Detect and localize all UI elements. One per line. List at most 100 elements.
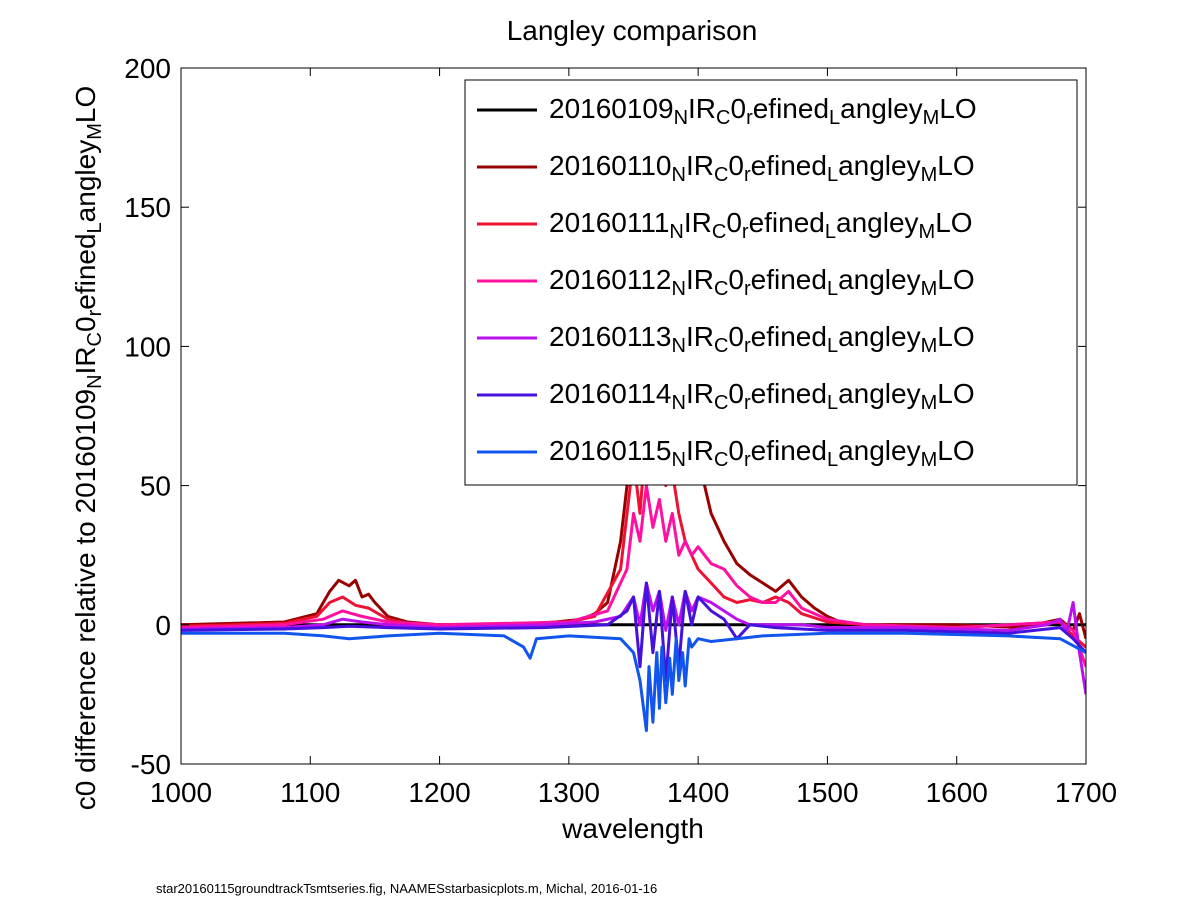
series-line-20160111 xyxy=(181,428,1086,649)
legend-entry-part: 0 xyxy=(728,435,744,466)
legend-entry-part: efined xyxy=(751,321,827,352)
legend-entry-part: L xyxy=(825,221,836,243)
x-tick-label: 1700 xyxy=(1055,777,1117,808)
y-axis-label-part: M xyxy=(84,123,106,140)
x-tick-label: 1200 xyxy=(408,777,470,808)
legend-entry-20160114: 20160114NIRC0refinedLangleyMLO xyxy=(549,378,975,414)
y-axis-label-part: C xyxy=(84,332,106,346)
legend-entry-part: 0 xyxy=(730,93,746,124)
legend-date: 20160115 xyxy=(549,435,672,466)
legend-entry-part: angley xyxy=(840,93,923,124)
legend-date: 20160111 xyxy=(549,207,669,238)
legend-entry-part: LO xyxy=(937,435,974,466)
y-tick-label: 0 xyxy=(155,610,171,641)
legend-entry-part: angley xyxy=(838,378,921,409)
legend-entry-part: angley xyxy=(838,264,921,295)
y-tick-label: 100 xyxy=(124,331,171,362)
legend-entry-part: L xyxy=(827,278,838,300)
series-line-20160114 xyxy=(181,581,1086,682)
legend-entry-part: efined xyxy=(751,264,827,295)
legend-entry-part: r xyxy=(744,278,751,300)
series-line-20160115 xyxy=(181,631,1086,733)
legend-entry-part: efined xyxy=(749,207,825,238)
legend-entry-part: N xyxy=(674,107,688,129)
legend-entry-part: L xyxy=(827,164,838,186)
legend-entry-part: IR xyxy=(686,321,714,352)
legend-entry-part: N xyxy=(672,164,686,186)
y-axis-label-part: c0 difference relative to 20160109 xyxy=(70,389,101,810)
legend-entry-part: IR xyxy=(686,150,714,181)
legend-entry-part: LO xyxy=(939,93,976,124)
x-tick-label: 1000 xyxy=(150,777,212,808)
legend-entry-part: IR xyxy=(686,435,714,466)
legend-entry-part: C xyxy=(714,164,728,186)
legend-date: 20160113 xyxy=(549,321,672,352)
legend-entry-part: angley xyxy=(838,435,921,466)
x-tick-label: 1300 xyxy=(538,777,600,808)
legend-entry-part: C xyxy=(712,221,726,243)
y-tick-label: 150 xyxy=(124,192,171,223)
legend-entry-part: M xyxy=(919,221,936,243)
legend-entry-part: M xyxy=(923,107,940,129)
y-axis-label-part: L xyxy=(84,222,106,233)
plot-frame xyxy=(180,67,1087,765)
legend: 20160109NIRC0refinedLangleyMLO20160110NI… xyxy=(464,79,1078,486)
legend-entry-20160110: 20160110NIRC0refinedLangleyMLO xyxy=(549,150,975,186)
x-tick-label: 1500 xyxy=(796,777,858,808)
legend-entry-part: LO xyxy=(935,207,972,238)
legend-entry-part: angley xyxy=(838,321,921,352)
legend-entry-part: angley xyxy=(838,150,921,181)
legend-entry-part: LO xyxy=(937,378,974,409)
legend-entry-part: efined xyxy=(751,378,827,409)
legend-date: 20160114 xyxy=(549,378,672,409)
legend-entry-part: r xyxy=(746,107,753,129)
legend-entry-part: LO xyxy=(937,150,974,181)
legend-entry-part: L xyxy=(827,335,838,357)
legend-date: 20160112 xyxy=(549,264,672,295)
y-tick-label: 50 xyxy=(140,471,171,502)
legend-entry-part: N xyxy=(669,221,683,243)
legend-entry-part: M xyxy=(921,278,938,300)
legend-entry-part: r xyxy=(744,164,751,186)
legend-entry-part: C xyxy=(716,107,730,129)
legend-entry-part: r xyxy=(744,449,751,471)
legend-entry-part: efined xyxy=(751,435,827,466)
legend-entry-part: M xyxy=(921,449,938,471)
legend-entry-part: C xyxy=(714,449,728,471)
chart-title: Langley comparison xyxy=(507,15,758,46)
y-axis-label-part: efined xyxy=(70,233,101,309)
legend-box xyxy=(464,79,1078,486)
legend-entry-20160112: 20160112NIRC0refinedLangleyMLO xyxy=(549,264,975,300)
legend-entry-part: N xyxy=(672,278,686,300)
legend-entry-part: 0 xyxy=(726,207,742,238)
legend-entry-part: C xyxy=(714,278,728,300)
legend-entry-part: efined xyxy=(751,150,827,181)
y-tick-label: -50 xyxy=(131,749,171,780)
x-tick-label: 1400 xyxy=(667,777,729,808)
legend-entry-part: 0 xyxy=(728,264,744,295)
legend-entry-part: efined xyxy=(753,93,829,124)
legend-entry-part: M xyxy=(921,164,938,186)
legend-entry-part: N xyxy=(672,449,686,471)
legend-entry-part: IR xyxy=(686,378,714,409)
legend-entry-part: N xyxy=(672,392,686,414)
y-axis-label-part: N xyxy=(84,374,106,388)
legend-entry-part: r xyxy=(744,335,751,357)
series-layer xyxy=(181,317,1086,733)
legend-entry-part: C xyxy=(714,392,728,414)
legend-entry-20160111: 20160111NIRC0refinedLangleyMLO xyxy=(549,207,973,243)
legend-entry-20160113: 20160113NIRC0refinedLangleyMLO xyxy=(549,321,975,357)
y-axis-label-part: angley xyxy=(70,140,101,223)
legend-entry-part: 0 xyxy=(728,378,744,409)
legend-entry-part: L xyxy=(827,392,838,414)
legend-entry-part: M xyxy=(921,392,938,414)
legend-entry-part: 0 xyxy=(728,321,744,352)
legend-entry-part: angley xyxy=(836,207,919,238)
legend-entry-part: r xyxy=(742,221,749,243)
x-tick-label: 1600 xyxy=(926,777,988,808)
legend-entry-part: 0 xyxy=(728,150,744,181)
x-tick-label: 1100 xyxy=(280,777,340,808)
legend-entry-part: IR xyxy=(684,207,712,238)
legend-entry-part: M xyxy=(921,335,938,357)
